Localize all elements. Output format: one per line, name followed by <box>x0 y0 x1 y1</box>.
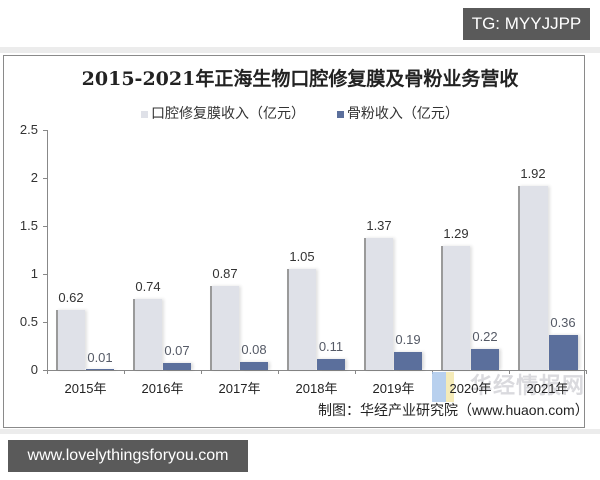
y-tick-mark <box>43 178 47 179</box>
x-tick-label: 2019年 <box>372 381 415 396</box>
x-tick-label: 2020年 <box>449 381 492 396</box>
chart-source: 制图：华经产业研究院（www.huaon.com） <box>318 402 589 418</box>
y-tick-mark <box>43 274 47 275</box>
bar-powder-2019 <box>394 352 422 370</box>
bar-membrane-2019 <box>364 238 393 370</box>
x-tick-label: 2015年 <box>64 381 107 396</box>
value-label-powder: 0.19 <box>395 332 421 347</box>
bar-powder-2018 <box>317 359 345 370</box>
x-tick-mark <box>509 370 510 374</box>
bar-powder-2016 <box>163 363 191 370</box>
y-tick-label: 1.5 <box>19 218 38 233</box>
x-axis <box>47 370 587 371</box>
legend-label-membrane: 口腔修复膜收入（亿元） <box>151 105 306 121</box>
legend-swatch-powder <box>336 110 344 118</box>
legend-item-membrane: 口腔修复膜收入（亿元） <box>141 103 305 123</box>
bar-membrane-2018 <box>287 269 316 370</box>
y-tick-label: 0 <box>30 362 38 377</box>
y-tick-mark <box>43 370 47 371</box>
x-tick-mark <box>47 370 48 374</box>
x-tick-mark <box>355 370 356 374</box>
value-label-membrane: 1.37 <box>366 218 392 233</box>
logo-watermark-text: 华经情报网 <box>470 373 586 398</box>
bar-membrane-2020 <box>441 246 470 370</box>
bar-powder-2017 <box>240 362 268 370</box>
bar-powder-2021 <box>549 335 578 370</box>
chart-legend: 口腔修复膜收入（亿元） 骨粉收入（亿元） <box>0 103 600 123</box>
y-tick-mark <box>43 226 47 227</box>
value-label-membrane: 0.74 <box>135 279 161 294</box>
x-tick-label: 2016年 <box>141 381 184 396</box>
x-tick-mark <box>201 370 202 374</box>
bar-membrane-2017 <box>210 286 239 370</box>
value-label-powder: 0.08 <box>241 342 267 357</box>
logo-watermark-icon-accent <box>446 372 454 402</box>
value-label-membrane: 1.05 <box>289 249 315 264</box>
bar-powder-2020 <box>471 349 499 370</box>
x-tick-label: 2018年 <box>295 381 338 396</box>
logo-watermark-icon <box>432 372 446 402</box>
value-label-powder: 0.01 <box>87 350 113 365</box>
bar-membrane-2016 <box>133 299 162 370</box>
legend-swatch-membrane <box>141 110 149 118</box>
y-tick-mark <box>43 130 47 131</box>
divider-band <box>0 429 600 434</box>
bar-powder-2015 <box>86 369 114 370</box>
bar-membrane-2015 <box>56 310 85 370</box>
value-label-membrane: 1.92 <box>520 166 546 181</box>
y-tick-label: 0.5 <box>19 314 38 329</box>
legend-label-powder: 骨粉收入（亿元） <box>346 105 459 121</box>
value-label-membrane: 0.87 <box>212 266 238 281</box>
legend-item-powder: 骨粉收入（亿元） <box>336 103 459 123</box>
value-label-membrane: 0.62 <box>58 290 84 305</box>
y-axis <box>47 130 48 370</box>
value-label-powder: 0.22 <box>472 329 498 344</box>
chart-title: 2015-2021年正海生物口腔修复膜及骨粉业务营收 <box>81 68 519 90</box>
value-label-powder: 0.11 <box>318 339 344 354</box>
x-tick-label: 2021年 <box>526 381 569 396</box>
value-label-membrane: 1.29 <box>443 226 469 241</box>
bar-membrane-2021 <box>518 186 548 370</box>
value-label-powder: 0.36 <box>550 315 576 330</box>
x-tick-mark <box>586 370 587 374</box>
x-tick-mark <box>278 370 279 374</box>
x-tick-label: 2017年 <box>218 381 261 396</box>
value-label-powder: 0.07 <box>164 343 190 358</box>
x-tick-mark <box>124 370 125 374</box>
y-tick-label: 2.5 <box>19 122 38 137</box>
y-tick-mark <box>43 322 47 323</box>
divider-band <box>0 47 600 53</box>
watermark-top-badge: TG: MYYJJPP <box>463 8 590 40</box>
y-tick-label: 1 <box>30 266 38 281</box>
y-tick-label: 2 <box>30 170 38 185</box>
watermark-bottom-badge: www.lovelythingsforyou.com <box>8 440 248 472</box>
